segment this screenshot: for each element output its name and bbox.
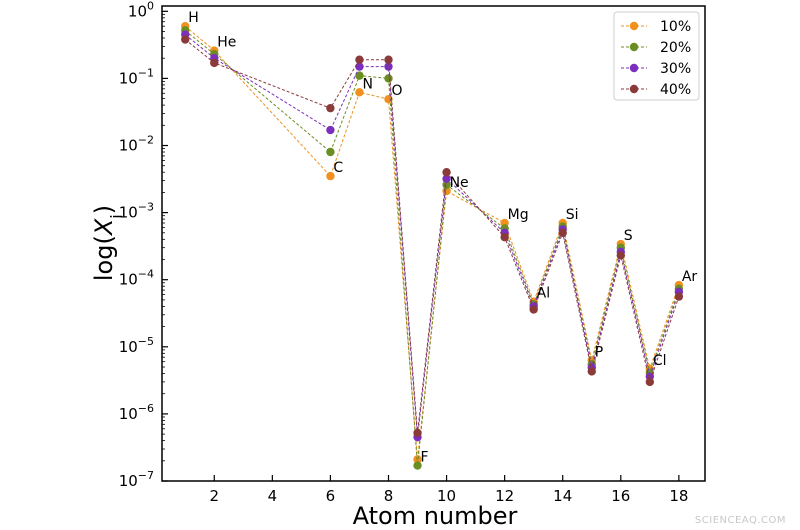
series-line-30%	[184, 34, 680, 438]
legend-label: 20%	[660, 40, 691, 56]
y-axis-label-sub: i	[107, 214, 126, 218]
x-tick-label: 12	[495, 487, 514, 505]
data-point-40%	[210, 58, 219, 68]
legend-box	[613, 11, 700, 101]
data-point-40%	[500, 233, 509, 242]
data-point-40%	[442, 168, 451, 177]
y-tick-label: 10−1	[119, 66, 154, 87]
element-label: Ne	[450, 175, 469, 191]
y-tick-label: 10−7	[119, 469, 154, 490]
data-point-20%	[355, 71, 364, 80]
element-label: N	[362, 76, 372, 92]
data-point-10%	[355, 88, 364, 97]
data-point-40%	[355, 55, 364, 64]
data-point-40%	[645, 377, 655, 387]
element-label: Al	[537, 286, 550, 302]
y-tick-label: 10−3	[119, 201, 154, 222]
x-tick-label: 2	[209, 487, 219, 505]
element-label: O	[391, 83, 402, 99]
data-point-40%	[326, 103, 335, 113]
x-axis: 2 4 6 8 10 12 14 16 18	[209, 475, 688, 505]
element-label: P	[595, 344, 603, 360]
data-point-20%	[326, 147, 335, 157]
element-label: Si	[566, 207, 579, 223]
series-line-40%	[184, 39, 680, 434]
data-point-30%	[384, 62, 393, 71]
y-axis-label-close: )	[90, 205, 118, 214]
data-point-20%	[413, 461, 422, 470]
data-point-40%	[529, 305, 538, 314]
y-tick-label: 10−5	[119, 335, 154, 356]
element-label: F	[421, 450, 429, 466]
y-tick-label: 100	[128, 0, 154, 20]
y-axis: 10−7 10−6 10−5 10−4 10−3 10−2 10−1 100	[119, 0, 168, 490]
element-label: S	[624, 228, 633, 244]
y-tick-label: 10−4	[119, 268, 154, 289]
x-tick-label: 18	[669, 487, 688, 505]
data-point-20%	[384, 74, 393, 83]
element-label: Mg	[508, 207, 529, 223]
x-tick-label: 4	[268, 487, 278, 505]
data-point-10%	[384, 94, 393, 104]
y-tick-label: 10−2	[119, 134, 154, 155]
data-point-40%	[181, 35, 190, 44]
x-tick-label: 6	[326, 487, 336, 505]
x-tick-label: 8	[384, 487, 394, 505]
y-axis-label-log: log(	[90, 235, 118, 281]
x-tick-label: 14	[553, 487, 572, 505]
series-layer	[181, 21, 684, 470]
data-point-30%	[355, 62, 364, 71]
x-tick-label: 16	[611, 487, 630, 505]
data-point-40%	[558, 228, 567, 238]
x-tick-label: 10	[437, 487, 456, 505]
element-label: He	[217, 35, 236, 51]
legend-label: 30%	[660, 61, 691, 77]
legend: 10% 20% 30% 40%	[613, 11, 700, 101]
data-point-40%	[674, 292, 684, 301]
legend-label: 10%	[660, 19, 691, 35]
element-label: Ar	[682, 269, 698, 285]
legend-marker	[629, 21, 639, 31]
watermark: SCIENCEAQ.COM	[694, 515, 786, 526]
y-tick-label: 10−6	[119, 402, 154, 423]
element-labels: H He C N O F Ne Mg Al Si P S Cl Ar	[188, 10, 697, 465]
x-axis-label: Atom number	[353, 502, 518, 530]
data-point-20%	[442, 180, 451, 189]
element-label: H	[188, 10, 199, 26]
series-line-20%	[184, 30, 680, 466]
legend-label: 40%	[660, 82, 691, 98]
data-point-10%	[326, 171, 335, 181]
data-point-40%	[413, 428, 422, 438]
y-axis-label: log(Xi)	[90, 205, 126, 281]
data-point-40%	[384, 55, 393, 64]
element-label: C	[333, 160, 343, 176]
y-axis-label-x: X	[90, 218, 118, 237]
legend-marker	[629, 84, 639, 94]
legend-marker	[629, 42, 639, 52]
data-point-40%	[587, 367, 596, 376]
element-label: Cl	[653, 353, 667, 369]
legend-marker	[629, 63, 639, 73]
data-point-30%	[442, 174, 451, 183]
data-point-30%	[326, 125, 335, 135]
data-point-40%	[616, 251, 625, 260]
